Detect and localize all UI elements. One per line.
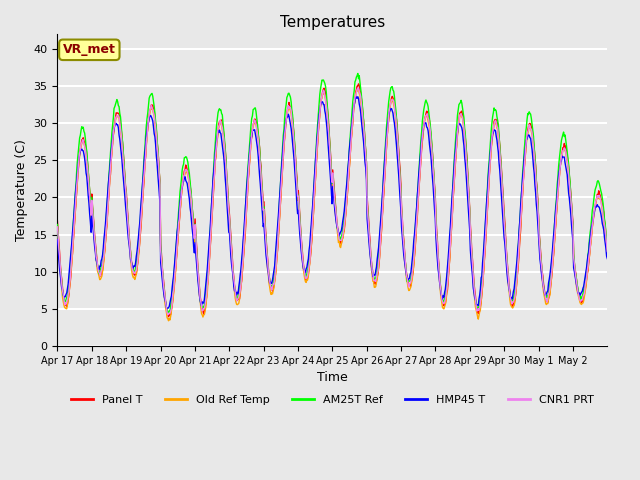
Legend: Panel T, Old Ref Temp, AM25T Ref, HMP45 T, CNR1 PRT: Panel T, Old Ref Temp, AM25T Ref, HMP45 …: [67, 390, 598, 409]
Title: Temperatures: Temperatures: [280, 15, 385, 30]
Y-axis label: Temperature (C): Temperature (C): [15, 139, 28, 241]
Text: VR_met: VR_met: [63, 43, 116, 56]
X-axis label: Time: Time: [317, 372, 348, 384]
